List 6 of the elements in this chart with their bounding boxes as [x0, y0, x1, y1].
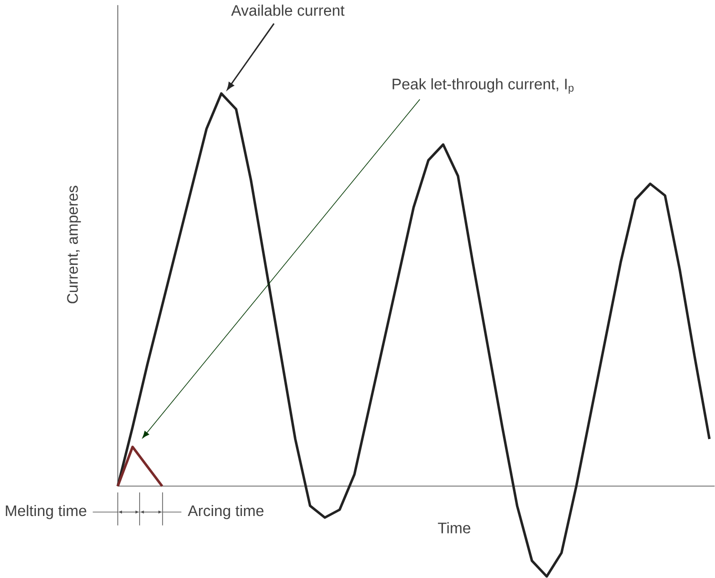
y-axis-title: Current, amperes: [67, 186, 81, 304]
x-axis-title: Time: [438, 522, 470, 534]
text: Melting time: [6, 505, 86, 520]
annotation: Arcing time: [188, 505, 264, 520]
annotation: Peak let-through current, I$_{p}$: [392, 78, 574, 94]
text: Available current: [231, 4, 344, 16]
